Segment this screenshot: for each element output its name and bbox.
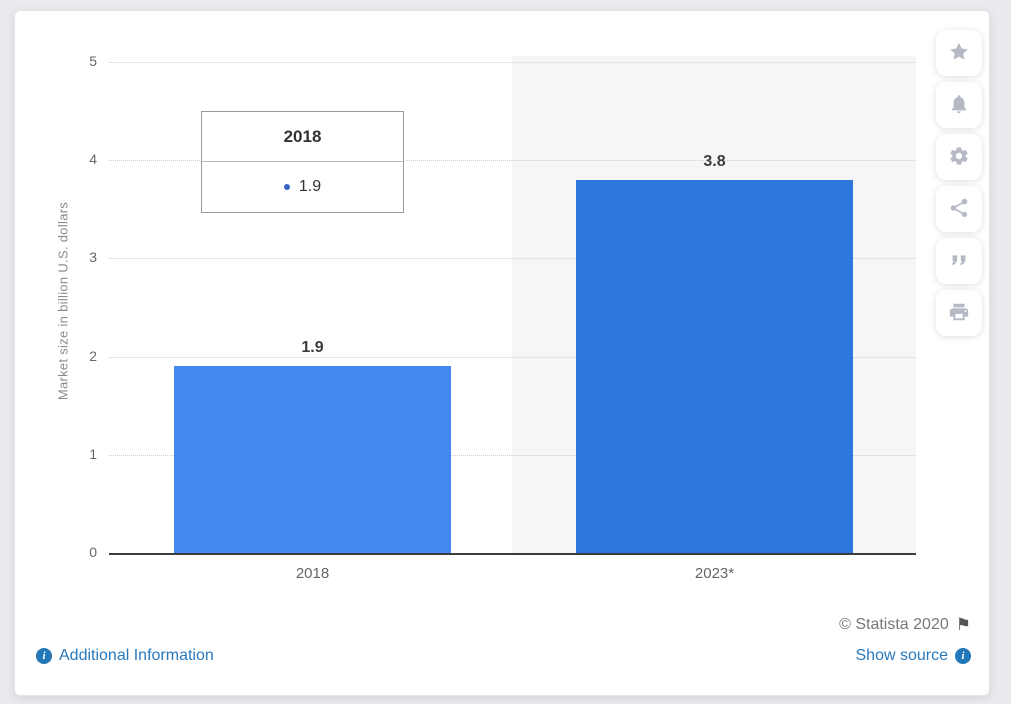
alert-button[interactable] bbox=[936, 82, 982, 128]
print-button[interactable] bbox=[936, 290, 982, 336]
copyright-text: © Statista 2020 bbox=[839, 616, 949, 633]
y-axis-title: Market size in billion U.S. dollars bbox=[55, 201, 71, 401]
bar-2018[interactable] bbox=[174, 366, 451, 553]
star-icon bbox=[948, 41, 970, 66]
share-icon bbox=[948, 197, 970, 222]
favorite-button[interactable] bbox=[936, 30, 982, 76]
quote-icon bbox=[948, 249, 970, 274]
gridline bbox=[109, 258, 916, 259]
y-tick-label: 4 bbox=[89, 151, 97, 167]
share-button[interactable] bbox=[936, 186, 982, 232]
additional-information-label: Additional Information bbox=[59, 647, 214, 664]
tooltip-value: 1.9 bbox=[298, 178, 322, 195]
y-tick-label: 0 bbox=[89, 544, 97, 560]
bar-value-label: 1.9 bbox=[301, 339, 324, 356]
tooltip-title: 2018 bbox=[202, 112, 403, 162]
gridline bbox=[109, 160, 916, 161]
bell-icon bbox=[948, 93, 970, 118]
citation-button[interactable] bbox=[936, 238, 982, 284]
bar-2023[interactable] bbox=[576, 180, 853, 553]
y-tick-label: 5 bbox=[89, 53, 97, 69]
show-source-label: Show source bbox=[855, 647, 949, 664]
info-icon: i bbox=[955, 648, 971, 664]
info-icon: i bbox=[36, 648, 52, 664]
gridline bbox=[109, 455, 916, 456]
gridline bbox=[109, 62, 916, 63]
x-axis-label-2023: 2023* bbox=[694, 565, 735, 582]
copyright-note: © Statista 2020 ⚑ bbox=[839, 615, 971, 635]
flag-icon: ⚑ bbox=[955, 615, 971, 634]
print-icon bbox=[948, 301, 970, 326]
settings-button[interactable] bbox=[936, 134, 982, 180]
bar-group-2018: 1.9 bbox=[174, 62, 451, 553]
bar-group-2023: 3.8 bbox=[576, 62, 853, 553]
y-tick-label: 2 bbox=[89, 348, 97, 364]
additional-information-link[interactable]: i Additional Information bbox=[36, 647, 214, 665]
x-axis-label-2018: 2018 bbox=[295, 565, 330, 582]
gridline bbox=[109, 357, 916, 358]
gear-icon bbox=[948, 145, 970, 170]
series-marker-icon bbox=[283, 184, 290, 190]
y-tick-label: 1 bbox=[89, 446, 97, 462]
bar-value-label: 3.8 bbox=[703, 153, 726, 170]
plot-area: 1.9 3.8 bbox=[109, 56, 916, 555]
chart-card: Market size in billion U.S. dollars 5 4 … bbox=[14, 10, 990, 696]
chart-tooltip: 2018 1.9 bbox=[201, 111, 404, 213]
tooltip-body: 1.9 bbox=[202, 162, 403, 212]
show-source-link[interactable]: Show source i bbox=[855, 647, 971, 665]
y-tick-label: 3 bbox=[89, 249, 97, 265]
